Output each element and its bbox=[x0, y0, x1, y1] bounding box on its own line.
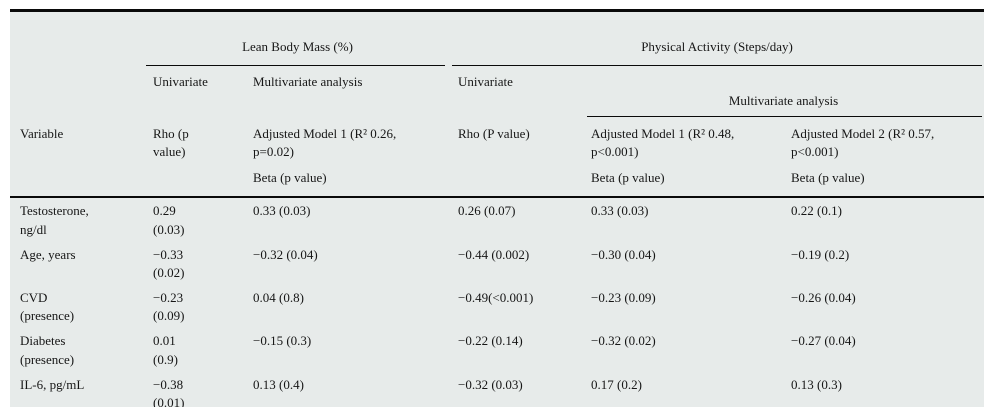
column-header-lbm-model1: Adjusted Model 1 (R² 0.26, p=0.02) bbox=[253, 125, 397, 159]
subheader-lbm-multivariate: Multivariate analysis bbox=[253, 74, 363, 90]
column-header-pa-rho: Rho (P value) bbox=[458, 125, 530, 141]
cell-lbm-model1: 0.13 (0.4) bbox=[253, 376, 304, 392]
cell-lbm-univariate: −0.23 (0.09) bbox=[153, 290, 185, 324]
empty-cell bbox=[10, 11, 145, 67]
cell-pa-model2: −0.19 (0.2) bbox=[791, 246, 850, 262]
subheader-pa-multivariate: Multivariate analysis bbox=[583, 66, 984, 118]
subheader-lbm-univariate: Univariate bbox=[153, 74, 208, 90]
column-header-variable: Variable bbox=[20, 125, 64, 141]
beta-header-row: Beta (p value) Beta (p value) Beta (p va… bbox=[10, 163, 985, 199]
column-header-pa-model2-beta: Beta (p value) bbox=[783, 163, 985, 199]
subheader-pa-univariate: Univariate bbox=[458, 74, 513, 90]
cell-pa-model2: −0.26 (0.04) bbox=[791, 290, 856, 306]
row-label: Age, years bbox=[20, 246, 76, 262]
cell-lbm-univariate: 0.01 (0.9) bbox=[153, 333, 178, 367]
table-row-cvd: CVD (presence) −0.23 (0.09) 0.04 (0.8) −… bbox=[10, 285, 984, 328]
row-label: IL-6, pg/mL bbox=[20, 376, 85, 392]
column-header-lbm-beta: Beta (p value) bbox=[245, 163, 450, 199]
cell-lbm-univariate: 0.29 (0.03) bbox=[153, 203, 185, 237]
cell-pa-model1: −0.32 (0.02) bbox=[591, 333, 656, 349]
cell-pa-univariate: −0.32 (0.03) bbox=[458, 376, 523, 392]
cell-pa-model2: 0.13 (0.3) bbox=[791, 376, 842, 392]
model-header-row: Variable Rho (p value) Adjusted Model 1 … bbox=[10, 117, 984, 163]
cell-pa-model2: 0.22 (0.1) bbox=[791, 203, 842, 219]
subheader-row: Univariate Multivariate analysis Univari… bbox=[10, 66, 984, 118]
table-row-testosterone: Testosterone, ng/dl 0.29 (0.03) 0.33 (0.… bbox=[10, 197, 984, 241]
column-header-lbm-rho: Rho (p value) bbox=[153, 125, 189, 159]
cell-pa-univariate: −0.49(<0.001) bbox=[458, 290, 534, 306]
column-group-lean-body-mass: Lean Body Mass (%) bbox=[145, 11, 450, 67]
row-label: Diabetes (presence) bbox=[20, 333, 75, 367]
column-header-pa-model1: Adjusted Model 1 (R² 0.48, p<0.001) bbox=[591, 125, 735, 159]
cell-lbm-model1: 0.04 (0.8) bbox=[253, 290, 304, 306]
group-label: Lean Body Mass (%) bbox=[242, 39, 353, 55]
empty-cell bbox=[10, 66, 145, 116]
cell-pa-model1: −0.23 (0.09) bbox=[591, 290, 656, 306]
group-label: Physical Activity (Steps/day) bbox=[641, 39, 793, 55]
column-header-pa-model1-beta: Beta (p value) bbox=[583, 163, 783, 199]
cell-lbm-model1: −0.32 (0.04) bbox=[253, 246, 318, 262]
group-header-row: Lean Body Mass (%) Physical Activity (St… bbox=[10, 11, 984, 67]
cell-pa-model1: 0.17 (0.2) bbox=[591, 376, 642, 392]
cell-pa-model1: 0.33 (0.03) bbox=[591, 203, 649, 219]
column-header-pa-model2: Adjusted Model 2 (R² 0.57, p<0.001) bbox=[791, 125, 935, 159]
table-row-il6: IL-6, pg/mL −0.38 (0.01) 0.13 (0.4) −0.3… bbox=[10, 372, 984, 407]
row-label: Testosterone, ng/dl bbox=[20, 203, 89, 237]
cell-pa-univariate: −0.22 (0.14) bbox=[458, 333, 523, 349]
cell-lbm-univariate: −0.33 (0.02) bbox=[153, 246, 185, 280]
empty-cell bbox=[145, 163, 245, 199]
cell-pa-model2: −0.27 (0.04) bbox=[791, 333, 856, 349]
subheader-label: Multivariate analysis bbox=[728, 92, 839, 108]
cell-pa-univariate: 0.26 (0.07) bbox=[458, 203, 516, 219]
table-row-age: Age, years −0.33 (0.02) −0.32 (0.04) −0.… bbox=[10, 242, 984, 285]
correlation-table: Lean Body Mass (%) Physical Activity (St… bbox=[10, 9, 985, 407]
empty-cell bbox=[450, 163, 583, 199]
column-group-physical-activity: Physical Activity (Steps/day) bbox=[450, 11, 984, 67]
cell-pa-model1: −0.30 (0.04) bbox=[591, 246, 656, 262]
cell-pa-univariate: −0.44 (0.002) bbox=[458, 246, 530, 262]
empty-cell bbox=[10, 163, 145, 199]
table-row-diabetes: Diabetes (presence) 0.01 (0.9) −0.15 (0.… bbox=[10, 328, 984, 371]
cell-lbm-model1: −0.15 (0.3) bbox=[253, 333, 312, 349]
row-label: CVD (presence) bbox=[20, 290, 75, 324]
cell-lbm-univariate: −0.38 (0.01) bbox=[153, 376, 185, 407]
cell-lbm-model1: 0.33 (0.03) bbox=[253, 203, 311, 219]
